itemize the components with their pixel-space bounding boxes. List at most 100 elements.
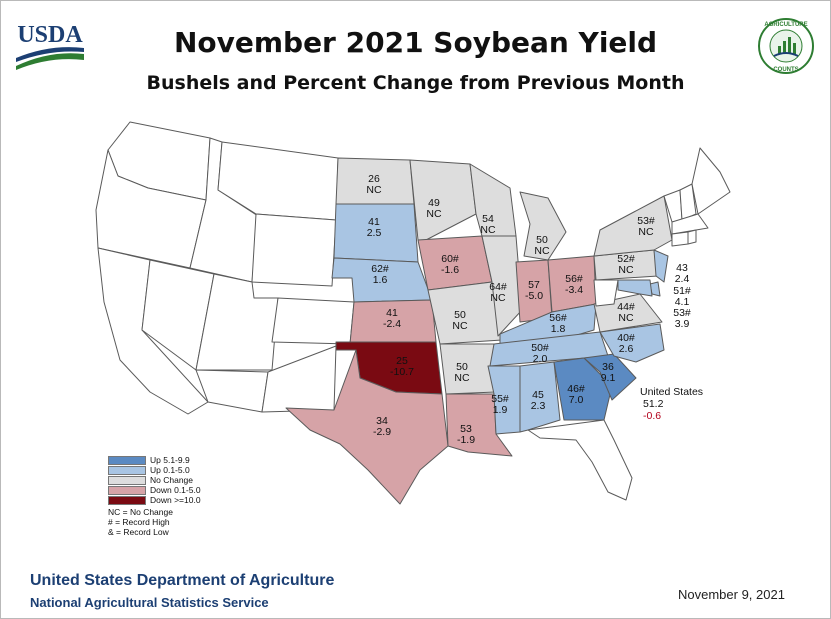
legend-swatch (108, 465, 146, 475)
state-yield-wi: 54 (482, 213, 494, 225)
legend-label: Up 5.1-9.9 (150, 455, 190, 465)
state-al (519, 361, 561, 433)
state-change-la: -1.9 (457, 434, 475, 446)
state-labels-layer: 26NC412.562#1.641-2.425-10.734-2.949NC60… (366, 173, 690, 446)
state-change-pa: NC (618, 264, 634, 276)
legend-swatch (108, 485, 146, 495)
state-az (195, 369, 269, 413)
state-yield-ks: 41 (386, 307, 398, 319)
state-change-tx: -2.9 (373, 426, 391, 438)
page-title: November 2021 Soybean Yield (173, 26, 658, 59)
page-subtitle: Bushels and Percent Change from Previous… (146, 72, 685, 94)
legend-note: & = Record Low (108, 527, 169, 537)
legend-label: No Change (150, 475, 194, 485)
state-change-va: NC (618, 312, 634, 324)
state-change-ar: NC (454, 372, 470, 384)
state-change-ne: 1.6 (373, 274, 388, 286)
state-change-ok: -10.7 (390, 366, 414, 378)
state-change-mi: NC (534, 245, 550, 257)
state-ct (671, 231, 689, 247)
legend: Up 5.1-9.9 Up 0.1-5.0 No Change Down 0.1-5.… (108, 455, 201, 537)
usda-logo: USDA (16, 22, 84, 70)
state-wy (251, 213, 337, 287)
state-nh (679, 183, 697, 221)
legend-swatch (108, 475, 146, 485)
legend-item: Down 0.1-5.0 (108, 485, 201, 495)
states-layer (95, 121, 731, 505)
footer-date: November 9, 2021 (678, 587, 785, 602)
legend-swatch (108, 495, 146, 505)
state-yield-ga: 46# (567, 383, 585, 395)
state-yield-va: 44# (617, 301, 635, 313)
state-md (617, 279, 653, 297)
legend-label: Up 0.1-5.0 (150, 465, 190, 475)
legend-items: Up 5.1-9.9 Up 0.1-5.0 No Change Down 0.1-5.… (108, 455, 201, 505)
state-yield-mi: 50 (536, 234, 548, 246)
state-sc (583, 353, 637, 401)
legend-notes: NC = No Change # = Record High & = Record … (108, 507, 201, 537)
agriculture-counts-logo: AGRICULTURE COUNTS (758, 18, 814, 74)
state-yield-la: 53 (460, 423, 472, 435)
state-change-mo: NC (452, 320, 468, 332)
state-yield-tx: 34 (376, 415, 388, 427)
state-change-sd: 2.5 (367, 227, 382, 239)
legend-item: Up 5.1-9.9 (108, 455, 201, 465)
state-ma (671, 213, 709, 235)
state-nc (599, 323, 665, 363)
footer-service: National Agricultural Statistics Service (30, 595, 269, 610)
state-change-tn: 2.0 (533, 353, 548, 365)
state-yield-oh: 56# (565, 273, 583, 285)
state-mn (409, 159, 477, 241)
state-change-wi: NC (480, 224, 496, 236)
usda-logo-text: USDA (17, 22, 83, 48)
state-yield-mo: 50 (454, 309, 466, 321)
legend-item: No Change (108, 475, 201, 485)
state-change-ms: 1.9 (493, 404, 508, 416)
footer-department: United States Department of Agriculture (30, 572, 335, 589)
state-change-ny: NC (638, 226, 654, 238)
state-change-al: 2.3 (531, 400, 546, 412)
state-yield-sc: 36 (602, 361, 614, 373)
state-change-in: -5.0 (525, 290, 543, 302)
state-change-sc: 9.1 (601, 372, 616, 384)
legend-item: Down >=10.0 (108, 495, 201, 505)
state-yield-ky: 56# (549, 312, 567, 324)
state-yield-ar: 50 (456, 361, 468, 373)
state-fl (527, 419, 633, 501)
ag-logo-text-top: AGRICULTURE (764, 22, 807, 28)
state-change-nd: NC (366, 184, 382, 196)
state-yield-il: 64# (489, 281, 507, 293)
state-yield-de: 51# (673, 285, 691, 297)
state-change-de: 4.1 (675, 296, 690, 308)
state-change-ky: 1.8 (551, 323, 566, 335)
state-yield-mn: 49 (428, 197, 440, 209)
us-total-yield: 51.2 (643, 398, 664, 410)
state-yield-ny: 53# (637, 215, 655, 227)
state-yield-pa: 52# (617, 253, 635, 265)
state-change-md: 3.9 (675, 318, 690, 330)
state-yield-ms: 55# (491, 393, 509, 405)
state-wv (593, 279, 619, 307)
state-yield-nd: 26 (368, 173, 380, 185)
state-ms (487, 365, 521, 435)
state-nj (653, 249, 669, 283)
state-change-nj: 2.4 (675, 273, 690, 285)
state-yield-nc: 40# (617, 332, 635, 344)
state-change-oh: -3.4 (565, 284, 583, 296)
state-change-mn: NC (426, 208, 442, 220)
legend-note: # = Record High (108, 517, 170, 527)
state-ri (687, 229, 697, 245)
state-tx (285, 349, 449, 505)
state-change-nc: 2.6 (619, 343, 634, 355)
state-change-ia: -1.6 (441, 264, 459, 276)
us-total: United States 51.2 -0.6 (640, 386, 703, 422)
legend-item: Up 0.1-5.0 (108, 465, 201, 475)
state-change-ks: -2.4 (383, 318, 401, 330)
legend-label: Down >=10.0 (150, 495, 201, 505)
us-total-change: -0.6 (643, 410, 662, 422)
ag-logo-text-bottom: COUNTS (773, 67, 798, 73)
state-ny (593, 195, 673, 257)
state-yield-ok: 25 (396, 355, 408, 367)
state-ga (553, 357, 613, 421)
state-yield-sd: 41 (368, 216, 380, 228)
